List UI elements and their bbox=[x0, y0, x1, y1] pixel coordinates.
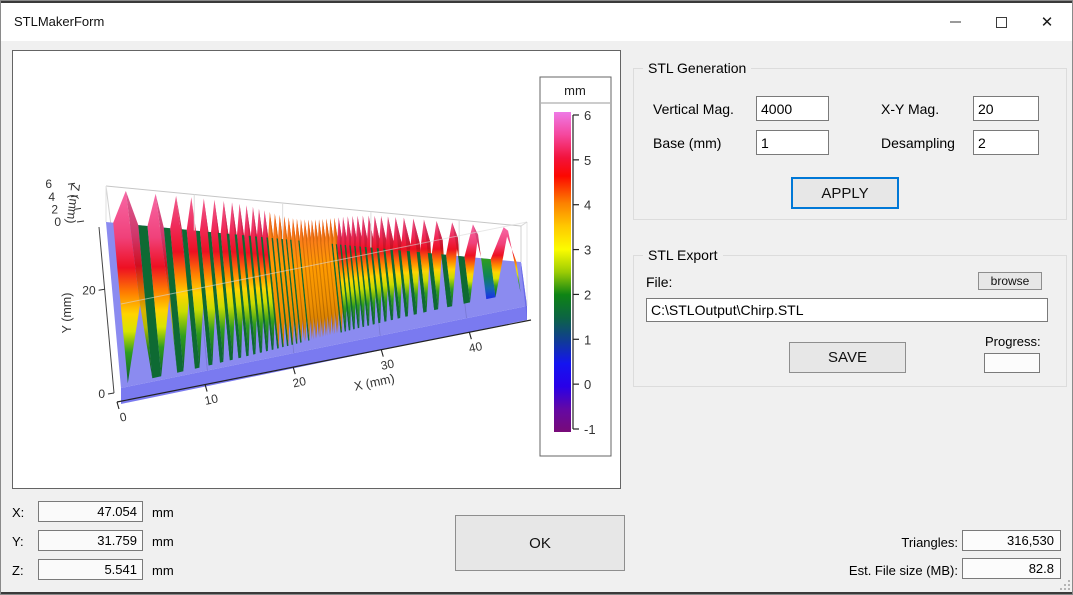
svg-text:X (mm): X (mm) bbox=[353, 371, 396, 393]
window-title: STLMakerForm bbox=[14, 14, 105, 29]
resize-grip[interactable] bbox=[1058, 578, 1070, 590]
close-button[interactable]: ✕ bbox=[1024, 3, 1070, 41]
svg-text:3: 3 bbox=[584, 243, 591, 258]
base-mm-input[interactable] bbox=[756, 130, 829, 155]
maximize-button[interactable] bbox=[978, 3, 1024, 41]
svg-text:20: 20 bbox=[291, 374, 307, 391]
svg-text:1: 1 bbox=[584, 332, 591, 347]
svg-text:0: 0 bbox=[98, 387, 105, 401]
svg-text:40: 40 bbox=[468, 339, 484, 356]
minimize-icon bbox=[949, 21, 961, 23]
base-mm-label: Base (mm) bbox=[653, 135, 722, 151]
save-button[interactable]: SAVE bbox=[789, 342, 906, 373]
x-coord-label: X: bbox=[12, 505, 25, 520]
triangles-label: Triangles: bbox=[901, 535, 958, 550]
vertical-mag-label: Vertical Mag. bbox=[653, 101, 734, 117]
stl-generation-group: STL Generation Vertical Mag. X-Y Mag. Ba… bbox=[633, 60, 1067, 220]
apply-button[interactable]: APPLY bbox=[791, 177, 899, 209]
svg-text:2: 2 bbox=[584, 287, 591, 302]
svg-text:30: 30 bbox=[379, 356, 395, 373]
x-coord-value: 47.054 bbox=[38, 501, 143, 522]
progress-value-box bbox=[984, 353, 1040, 373]
z-coord-value: 5.541 bbox=[38, 559, 143, 580]
progress-label: Progress: bbox=[985, 334, 1041, 349]
vertical-mag-input[interactable] bbox=[756, 96, 829, 121]
xy-mag-input[interactable] bbox=[973, 96, 1039, 121]
browse-button[interactable]: browse bbox=[978, 272, 1042, 290]
y-coord-value: 31.759 bbox=[38, 530, 143, 551]
svg-text:mm: mm bbox=[564, 83, 586, 98]
file-size-label: Est. File size (MB): bbox=[848, 563, 958, 578]
svg-text:6: 6 bbox=[45, 177, 52, 191]
desktop-background-bottom bbox=[0, 592, 1073, 595]
close-icon: ✕ bbox=[1040, 13, 1054, 31]
svg-text:6: 6 bbox=[584, 108, 591, 123]
svg-text:4: 4 bbox=[584, 198, 591, 213]
desktop-background-top bbox=[0, 0, 1073, 3]
z-coord-unit: mm bbox=[152, 563, 174, 578]
svg-text:4: 4 bbox=[48, 190, 55, 204]
stl-generation-title: STL Generation bbox=[643, 60, 752, 76]
svg-text:2: 2 bbox=[51, 202, 58, 216]
svg-text:Y (mm): Y (mm) bbox=[60, 293, 74, 334]
title-bar: STLMakerForm ✕ bbox=[1, 3, 1072, 41]
z-coord-label: Z: bbox=[12, 563, 24, 578]
svg-text:Z (mm): Z (mm) bbox=[64, 183, 83, 225]
y-coord-label: Y: bbox=[12, 534, 24, 549]
ok-button[interactable]: OK bbox=[455, 515, 625, 571]
triangles-value: 316,530 bbox=[962, 530, 1061, 551]
y-coord-unit: mm bbox=[152, 534, 174, 549]
svg-text:0: 0 bbox=[584, 377, 591, 392]
minimize-button[interactable] bbox=[932, 3, 978, 41]
svg-text:10: 10 bbox=[203, 391, 219, 408]
file-label: File: bbox=[646, 274, 673, 290]
x-coord-unit: mm bbox=[152, 505, 174, 520]
stl-export-title: STL Export bbox=[643, 247, 723, 263]
desampling-input[interactable] bbox=[973, 130, 1039, 155]
colorbar: mm 6 5 4 3 2 1 0 -1 bbox=[539, 76, 612, 457]
file-size-value: 82.8 bbox=[962, 558, 1061, 579]
desampling-label: Desampling bbox=[881, 135, 955, 151]
svg-text:-1: -1 bbox=[584, 422, 596, 437]
svg-text:20: 20 bbox=[82, 283, 96, 297]
chirp-surface bbox=[113, 190, 521, 384]
svg-text:5: 5 bbox=[584, 153, 591, 168]
svg-text:0: 0 bbox=[54, 215, 61, 229]
svg-text:0: 0 bbox=[118, 409, 128, 424]
xy-mag-label: X-Y Mag. bbox=[881, 101, 940, 117]
surface-plot-panel[interactable]: 0 10 20 30 40 X (mm) 0 20 Y (mm) 0 2 4 6 Z (mm) mm 6 5 4 3… bbox=[12, 50, 621, 489]
maximize-icon bbox=[995, 16, 1007, 28]
file-path-input[interactable] bbox=[646, 298, 1048, 322]
stl-export-group: STL Export File: browse SAVE Progress: bbox=[633, 247, 1067, 387]
